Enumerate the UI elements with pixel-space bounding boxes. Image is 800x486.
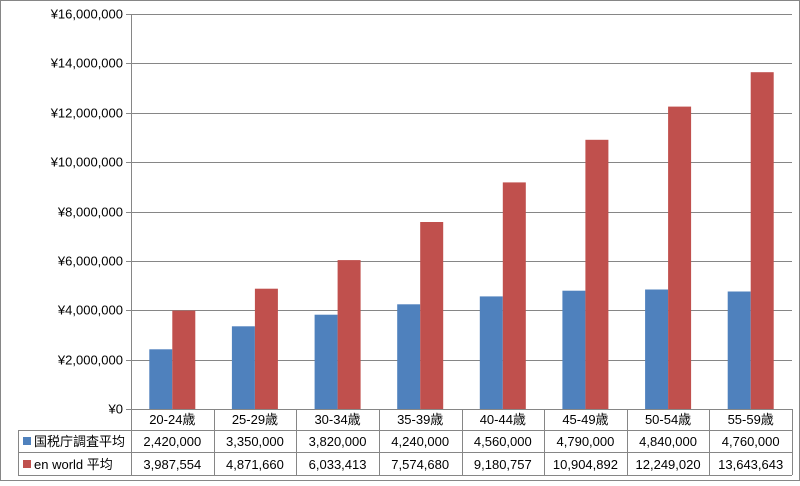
data-table-value: 4,840,000 (639, 434, 697, 449)
x-category-label: 50-54歳 (645, 412, 691, 427)
y-tick-label: ¥2,000,000 (57, 353, 123, 368)
legend-label: 国税庁調査平均 (34, 434, 125, 449)
y-tick-label: ¥10,000,000 (50, 155, 123, 170)
bar (645, 289, 669, 409)
y-tick-label: ¥16,000,000 (50, 7, 123, 22)
bar (562, 290, 586, 409)
bar (254, 288, 278, 409)
data-table-value: 13,643,643 (718, 457, 783, 472)
data-table-value: 4,240,000 (391, 434, 449, 449)
data-table-value: 3,820,000 (309, 434, 367, 449)
legend-key (23, 437, 31, 445)
x-category-label: 25-29歳 (232, 412, 278, 427)
data-table-value: 4,760,000 (722, 434, 780, 449)
bar (149, 349, 173, 409)
x-category-label: 55-59歳 (728, 412, 774, 427)
y-axis: ¥0 ¥2,000,000 ¥4,000,000 ¥6,000,000 ¥8,000,0… (50, 7, 132, 417)
y-tick-label: ¥4,000,000 (57, 303, 123, 318)
data-table: 20-24歳 25-29歳 30-34歳 35-39歳 40-44歳 45-49歳 50-5… (18, 409, 793, 476)
data-table-value: 4,560,000 (474, 434, 532, 449)
bar (479, 296, 503, 409)
y-tick-label: ¥6,000,000 (57, 254, 123, 269)
data-table-value: 10,904,892 (553, 457, 618, 472)
y-tick-label: ¥14,000,000 (50, 56, 123, 71)
legend-key (23, 460, 31, 468)
data-table-value: 9,180,757 (474, 457, 532, 472)
bar (502, 182, 526, 409)
x-category-label: 35-39歳 (397, 412, 443, 427)
legend-label: en world 平均 (34, 457, 113, 472)
bar (337, 260, 361, 409)
y-tick-label: ¥12,000,000 (50, 106, 123, 121)
y-tick-label: ¥8,000,000 (57, 205, 123, 220)
bar (668, 106, 692, 409)
data-table-value: 2,420,000 (143, 434, 201, 449)
x-category-label: 30-34歳 (314, 412, 360, 427)
data-table-value: 6,033,413 (309, 457, 367, 472)
y-tick-label: ¥0 (108, 402, 123, 417)
bar (750, 72, 774, 409)
bar (172, 310, 196, 409)
data-table-value: 3,350,000 (226, 434, 284, 449)
data-table-value: 12,249,020 (636, 457, 701, 472)
bar (420, 222, 444, 409)
bar (727, 291, 751, 409)
data-table-value: 3,987,554 (143, 457, 201, 472)
bar (585, 139, 609, 410)
x-category-label: 20-24歳 (149, 412, 195, 427)
bars (149, 72, 774, 410)
x-category-label: 40-44歳 (480, 412, 526, 427)
data-table-value: 4,871,660 (226, 457, 284, 472)
bar (231, 326, 255, 409)
x-category-label: 45-49歳 (562, 412, 608, 427)
data-table-value: 7,574,680 (391, 457, 449, 472)
data-table-value: 4,790,000 (557, 434, 615, 449)
bar (314, 314, 338, 409)
bar (397, 304, 421, 409)
